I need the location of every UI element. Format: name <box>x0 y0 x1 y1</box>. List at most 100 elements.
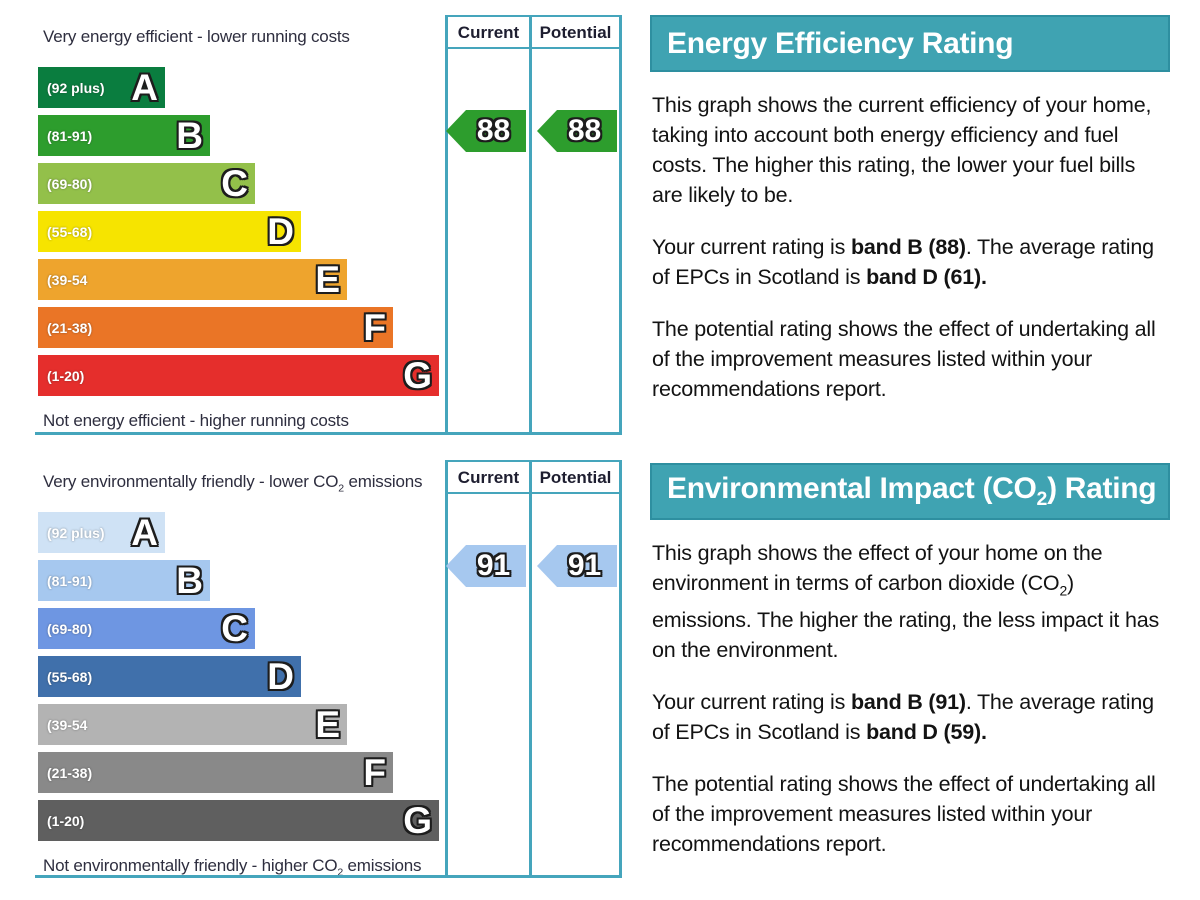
current-rating-value: 88 <box>476 114 511 147</box>
co2-paragraph-1: This graph shows the effect of your home… <box>652 541 1160 663</box>
band-bar-c: (69-80) C <box>38 163 255 204</box>
energy-paragraph-2: Your current rating is band B (88). The … <box>652 235 1154 289</box>
band-bar-g: (1-20) G <box>38 800 439 841</box>
band-bar-f: (21-38) F <box>38 307 393 348</box>
energy-section-title: Energy Efficiency Rating <box>667 26 1014 60</box>
co2-paragraph-3: The potential rating shows the effect of… <box>652 772 1156 857</box>
band-bar-b: (81-91) B <box>38 560 210 601</box>
band-letter: C <box>221 162 248 204</box>
band-bar-d: (55-68) D <box>38 656 301 697</box>
energy-efficiency-chart: Very energy efficient - lower running co… <box>35 15 622 435</box>
column-header-separator <box>445 47 622 49</box>
energy-paragraph-3: The potential rating shows the effect of… <box>652 317 1156 401</box>
band-range-label: (39-54 <box>47 716 88 733</box>
band-letter: B <box>176 114 203 156</box>
band-bar-g: (1-20) G <box>38 355 439 396</box>
band-bar-a: (92 plus) A <box>38 512 165 553</box>
column-divider-line <box>445 460 448 878</box>
band-letter: D <box>267 210 294 252</box>
band-bar-a: (92 plus) A <box>38 67 165 108</box>
band-range-label: (92 plus) <box>47 524 105 541</box>
band-bar-e: (39-54 E <box>38 704 347 745</box>
energy-bottom-caption: Not energy efficient - higher running co… <box>43 411 349 430</box>
band-row-d: (55-68) D <box>38 656 445 697</box>
column-top-line <box>445 15 622 17</box>
potential-rating-arrow: 91 <box>537 545 617 587</box>
band-range-label: (55-68) <box>47 668 93 685</box>
band-bar-e: (39-54 E <box>38 259 347 300</box>
band-row-f: (21-38) F <box>38 752 445 793</box>
band-row-g: (1-20) G <box>38 355 445 396</box>
band-row-g: (1-20) G <box>38 800 445 841</box>
band-row-b: (81-91) B <box>38 115 445 156</box>
band-range-label: (55-68) <box>47 223 93 240</box>
band-row-c: (69-80) C <box>38 608 445 649</box>
band-range-label: (39-54 <box>47 271 88 288</box>
current-rating-value: 91 <box>476 549 511 582</box>
band-letter: F <box>363 751 386 793</box>
band-range-label: (1-20) <box>47 812 85 829</box>
band-row-b: (81-91) B <box>38 560 445 601</box>
band-row-c: (69-80) C <box>38 163 445 204</box>
column-divider-line <box>529 460 532 878</box>
band-letter: F <box>363 306 386 348</box>
band-range-label: (81-91) <box>47 572 93 589</box>
potential-rating-value: 88 <box>567 114 602 147</box>
current-rating-arrow: 91 <box>446 545 526 587</box>
band-letter: E <box>315 703 340 745</box>
co2-impact-chart: Very environmentally friendly - lower CO… <box>35 460 622 879</box>
potential-column-header: Potential <box>539 23 612 42</box>
band-letter: A <box>131 511 158 553</box>
potential-rating-arrow: 88 <box>537 110 617 152</box>
co2-section-title: Environmental Impact (CO2) Rating <box>667 472 1157 510</box>
current-column-header: Current <box>457 23 520 42</box>
energy-band-bars: (92 plus) A (81-91) B (69-80) C (55-68) D (39-54… <box>38 67 445 403</box>
band-bar-d: (55-68) D <box>38 211 301 252</box>
band-row-e: (39-54 E <box>38 259 445 300</box>
band-letter: D <box>267 655 294 697</box>
band-range-label: (21-38) <box>47 319 93 336</box>
co2-info-section: Environmental Impact (CO2) Rating This g… <box>650 463 1170 859</box>
co2-section-banner: Environmental Impact (CO2) Rating <box>650 463 1170 520</box>
column-divider-line <box>529 15 532 435</box>
energy-top-caption: Very energy efficient - lower running co… <box>43 27 350 46</box>
co2-top-caption: Very environmentally friendly - lower CO… <box>43 472 423 495</box>
band-row-a: (92 plus) A <box>38 67 445 108</box>
column-header-separator <box>445 492 622 494</box>
band-range-label: (81-91) <box>47 127 93 144</box>
band-range-label: (92 plus) <box>47 79 105 96</box>
chart-bottom-line <box>35 875 620 878</box>
band-bar-b: (81-91) B <box>38 115 210 156</box>
band-letter: A <box>131 66 158 108</box>
co2-band-bars: (92 plus) A (81-91) B (69-80) C (55-68) D (39-54… <box>38 512 445 848</box>
band-range-label: (69-80) <box>47 175 93 192</box>
band-row-a: (92 plus) A <box>38 512 445 553</box>
energy-section-banner: Energy Efficiency Rating <box>650 15 1170 72</box>
band-letter: G <box>403 799 432 841</box>
band-row-e: (39-54 E <box>38 704 445 745</box>
band-letter: E <box>315 258 340 300</box>
potential-column-header: Potential <box>539 468 612 487</box>
column-divider-line <box>619 15 622 435</box>
band-letter: B <box>176 559 203 601</box>
current-column-header: Current <box>457 468 520 487</box>
band-letter: C <box>221 607 248 649</box>
band-bar-c: (69-80) C <box>38 608 255 649</box>
co2-paragraph-2: Your current rating is band B (91). The … <box>652 690 1154 745</box>
band-bar-f: (21-38) F <box>38 752 393 793</box>
band-range-label: (1-20) <box>47 367 85 384</box>
co2-bottom-caption: Not environmentally friendly - higher CO… <box>43 856 422 879</box>
band-row-d: (55-68) D <box>38 211 445 252</box>
column-divider-line <box>619 460 622 878</box>
column-top-line <box>445 460 622 462</box>
band-letter: G <box>403 354 432 396</box>
band-range-label: (69-80) <box>47 620 93 637</box>
band-range-label: (21-38) <box>47 764 93 781</box>
current-rating-arrow: 88 <box>446 110 526 152</box>
energy-info-section: Energy Efficiency Rating This graph show… <box>650 15 1170 404</box>
column-divider-line <box>445 15 448 435</box>
potential-rating-value: 91 <box>567 549 602 582</box>
chart-bottom-line <box>35 432 620 435</box>
energy-paragraph-1: This graph shows the current efficiency … <box>652 93 1152 207</box>
band-row-f: (21-38) F <box>38 307 445 348</box>
